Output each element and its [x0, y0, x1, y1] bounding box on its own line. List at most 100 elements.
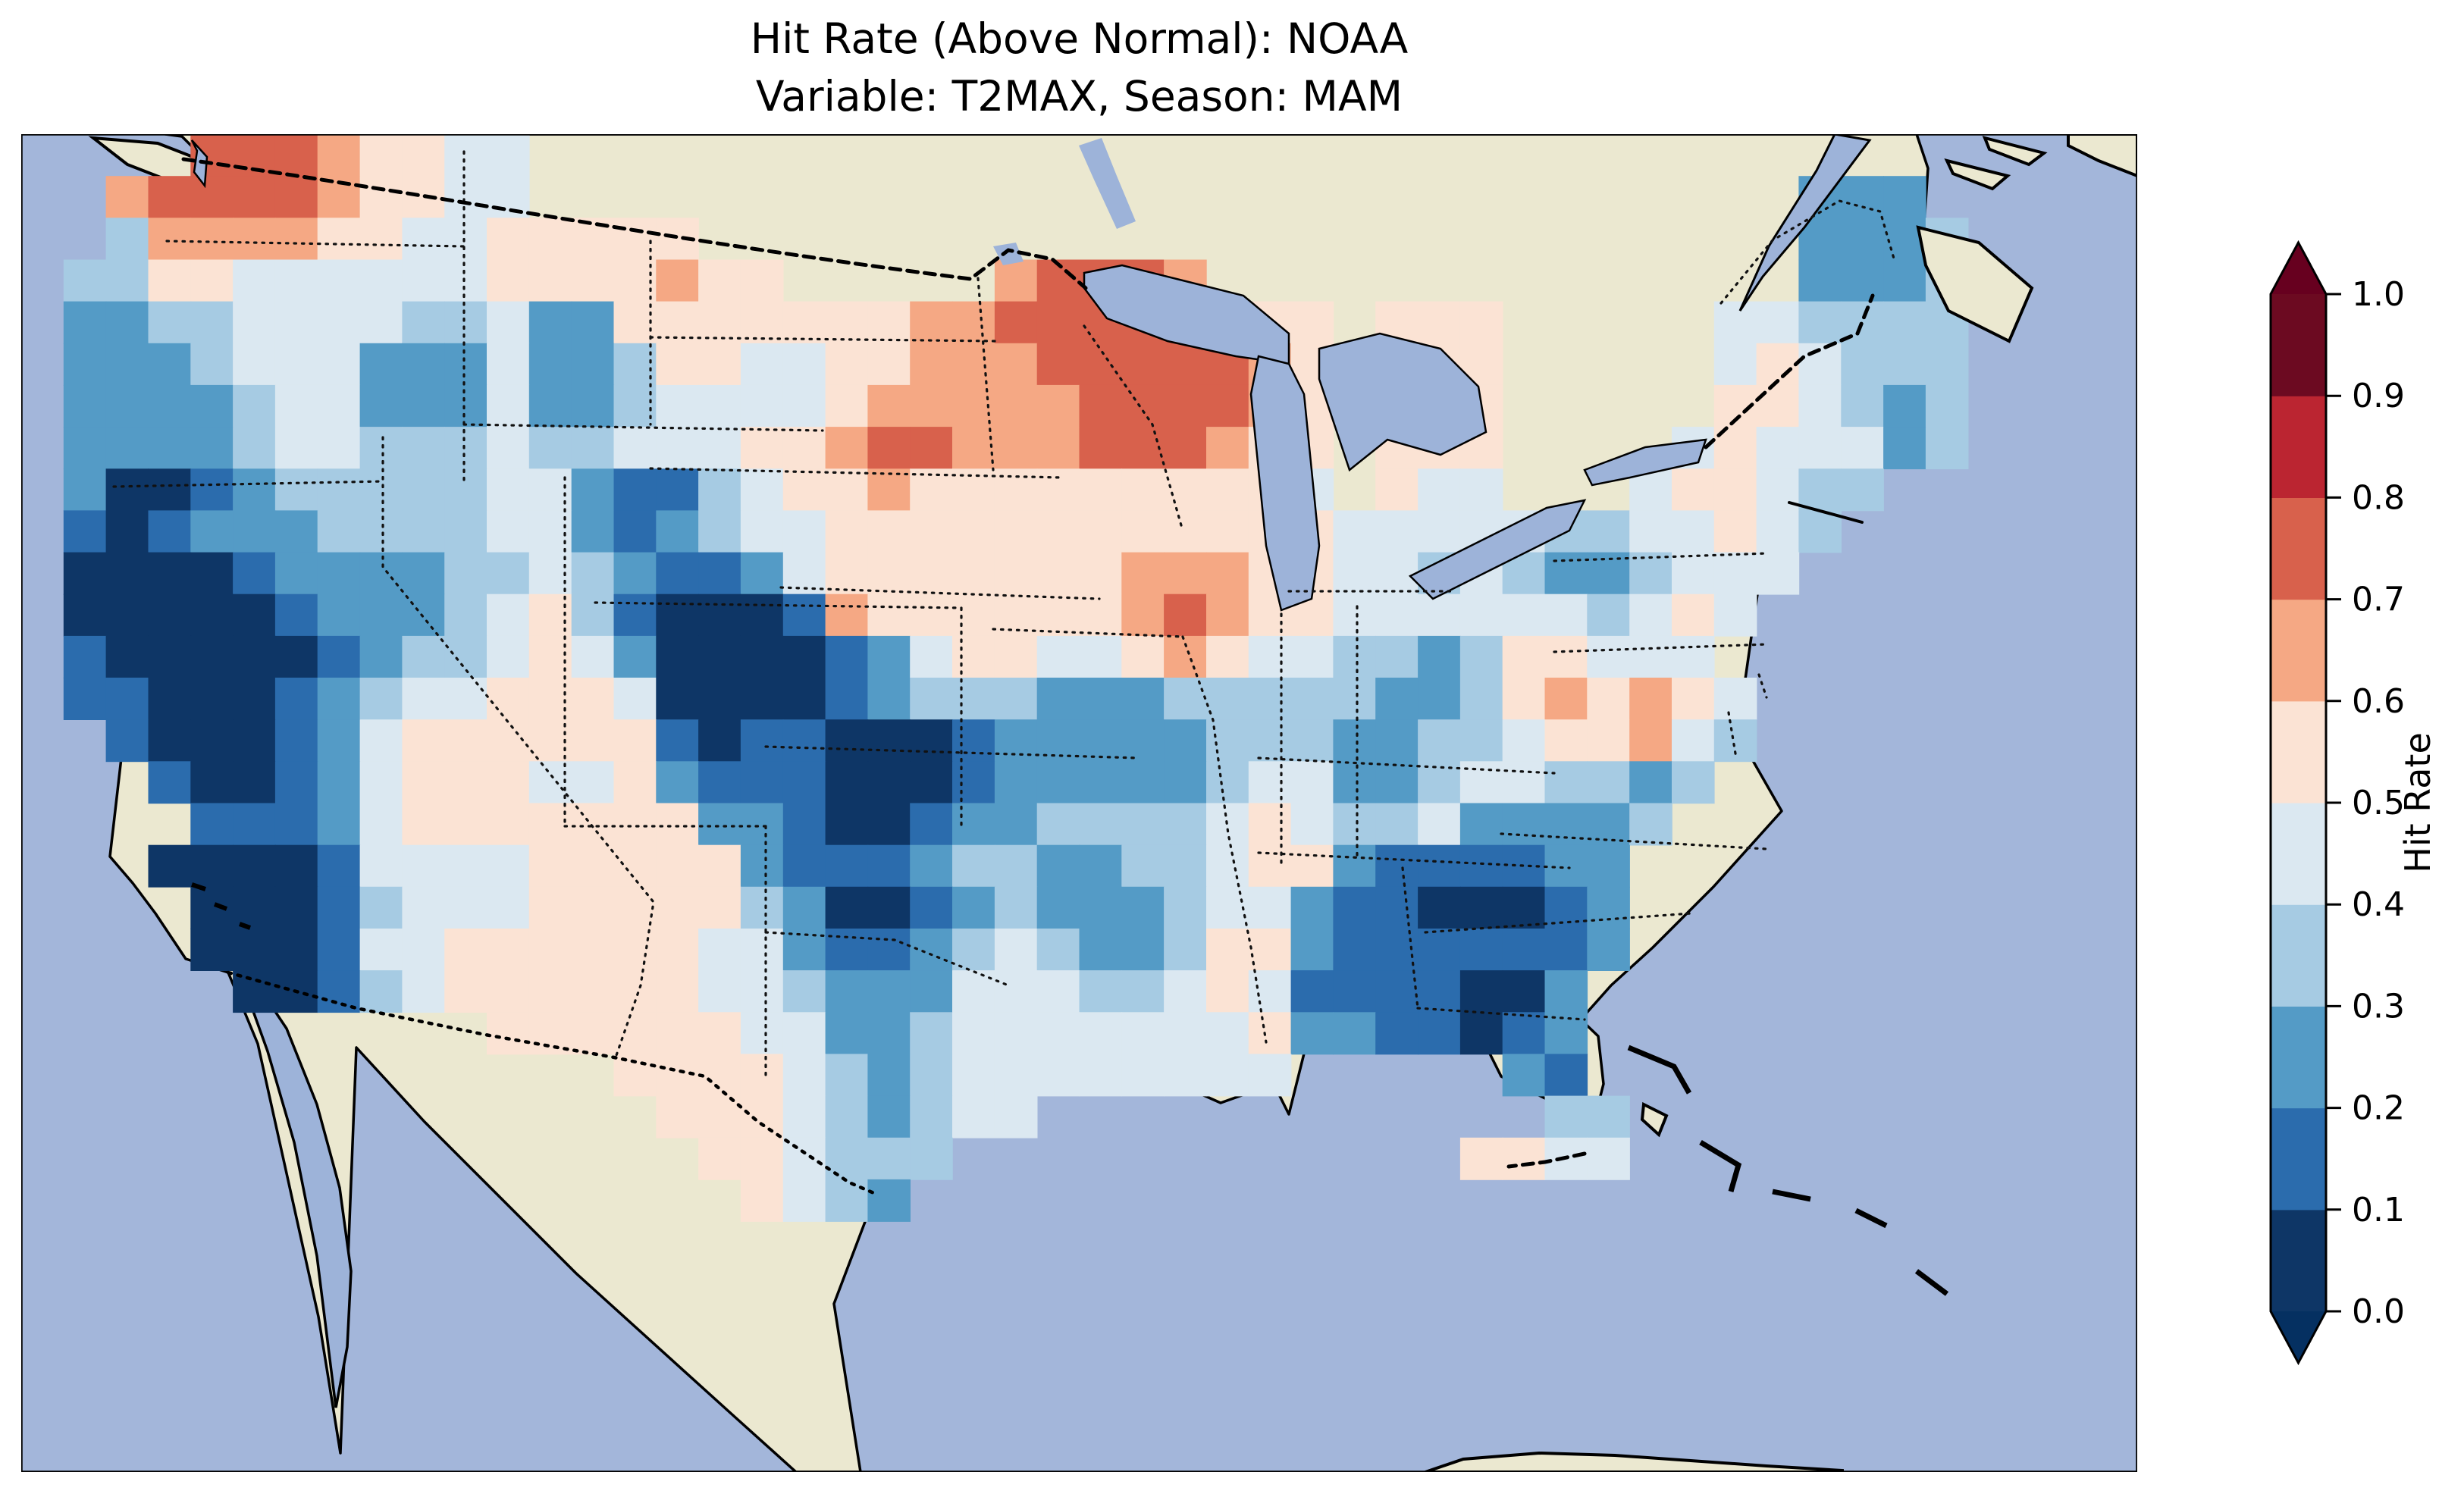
heat-cell [1121, 761, 1165, 804]
heat-cell [698, 510, 741, 553]
heat-cell [1713, 678, 1757, 720]
heat-cell [994, 761, 1038, 804]
heat-cell [1121, 552, 1165, 595]
heat-cell [952, 427, 995, 470]
heat-cell [1036, 301, 1080, 344]
heat-cell [359, 259, 403, 302]
heat-cell [740, 886, 784, 929]
heat-cell [1502, 678, 1546, 720]
colorbar-under-arrow [2271, 1311, 2326, 1363]
heat-cell [274, 803, 318, 846]
heat-cell [402, 886, 445, 929]
heat-cell [1418, 301, 1461, 344]
heat-cell [613, 678, 657, 720]
heat-cell [656, 594, 699, 637]
heat-cell [782, 427, 826, 470]
heat-cell [233, 259, 276, 302]
heat-cell [910, 1054, 953, 1097]
heat-cell [740, 761, 784, 804]
heat-cell [1375, 886, 1419, 929]
heat-cell [1079, 1054, 1123, 1097]
heat-cell [698, 719, 741, 763]
heat-cell [1248, 803, 1292, 846]
heat-cell [1164, 594, 1207, 637]
heat-cell [1587, 886, 1630, 929]
colorbar-band [2271, 1209, 2326, 1312]
heat-cell [63, 259, 107, 302]
heat-cell [1459, 635, 1503, 678]
heat-cell [444, 134, 487, 177]
heat-cell [1206, 384, 1249, 428]
colorbar-tick-label: 0.4 [2352, 885, 2405, 924]
heat-cell [1544, 594, 1588, 637]
heat-cell [317, 678, 361, 720]
heat-cell [910, 1012, 953, 1055]
heat-cell [1883, 427, 1926, 470]
heat-cell [1248, 1054, 1292, 1097]
heat-cell [1418, 719, 1461, 763]
heat-cell [63, 635, 107, 678]
heat-cell [1121, 1054, 1165, 1097]
heat-cell [1459, 678, 1503, 720]
heat-cell [317, 761, 361, 804]
heat-cell [1333, 719, 1376, 763]
heat-cell [1164, 929, 1207, 971]
heat-cell [190, 510, 234, 553]
heat-cell [1502, 1012, 1546, 1055]
heat-cell [63, 427, 107, 470]
heat-cell [148, 552, 192, 595]
colorbar-tick-label: 0.7 [2352, 581, 2405, 619]
heat-cell [1121, 929, 1165, 971]
heat-cell [105, 343, 149, 386]
heat-cell [698, 427, 741, 470]
heat-cell [656, 427, 699, 470]
heat-cell [402, 510, 445, 553]
heat-cell [952, 803, 995, 846]
heat-cell [487, 259, 530, 302]
heat-cell [63, 510, 107, 553]
heat-cell [1798, 510, 1842, 553]
heat-cell [782, 1137, 826, 1180]
heat-cell [487, 678, 530, 720]
heat-cell [1206, 1054, 1249, 1097]
heat-cell [782, 970, 826, 1013]
maritime-islands [191, 134, 2137, 1472]
heat-cell [1544, 678, 1588, 720]
heat-cell [740, 719, 784, 763]
heat-cell [233, 635, 276, 678]
heat-cell [740, 1137, 784, 1180]
colorbar-band [2271, 396, 2326, 498]
colorbar-band [2271, 1006, 2326, 1109]
heat-cell [1079, 1012, 1123, 1055]
heat-cell [994, 343, 1038, 386]
heat-cell [1036, 761, 1080, 804]
lake-huron [1318, 332, 1487, 472]
heat-cell [1883, 384, 1926, 428]
heat-cell [274, 384, 318, 428]
colorbar-tick-label: 0.9 [2352, 377, 2405, 415]
heat-cell [1502, 635, 1546, 678]
heat-cell [1629, 803, 1672, 846]
heat-cell [190, 929, 234, 971]
heat-cell [613, 970, 657, 1013]
heat-cell [317, 301, 361, 344]
heat-cell [1375, 803, 1419, 846]
heat-cell [444, 384, 487, 428]
colorbar-tick-label: 0.6 [2352, 682, 2405, 721]
heat-cell [190, 719, 234, 763]
heat-cell [952, 844, 995, 888]
heat-cell [1121, 468, 1165, 512]
heat-cell [1333, 844, 1376, 888]
heat-cell [1079, 343, 1123, 386]
heat-cell [1756, 384, 1800, 428]
heat-cell [1502, 1137, 1546, 1180]
heat-cell [613, 427, 657, 470]
heat-cell [867, 301, 911, 344]
heat-cell [402, 761, 445, 804]
heat-cell [1883, 176, 1926, 219]
newfoundland-corner [2067, 134, 2137, 178]
heat-cell [528, 259, 572, 302]
heat-cell [402, 719, 445, 763]
heat-cell [952, 761, 995, 804]
